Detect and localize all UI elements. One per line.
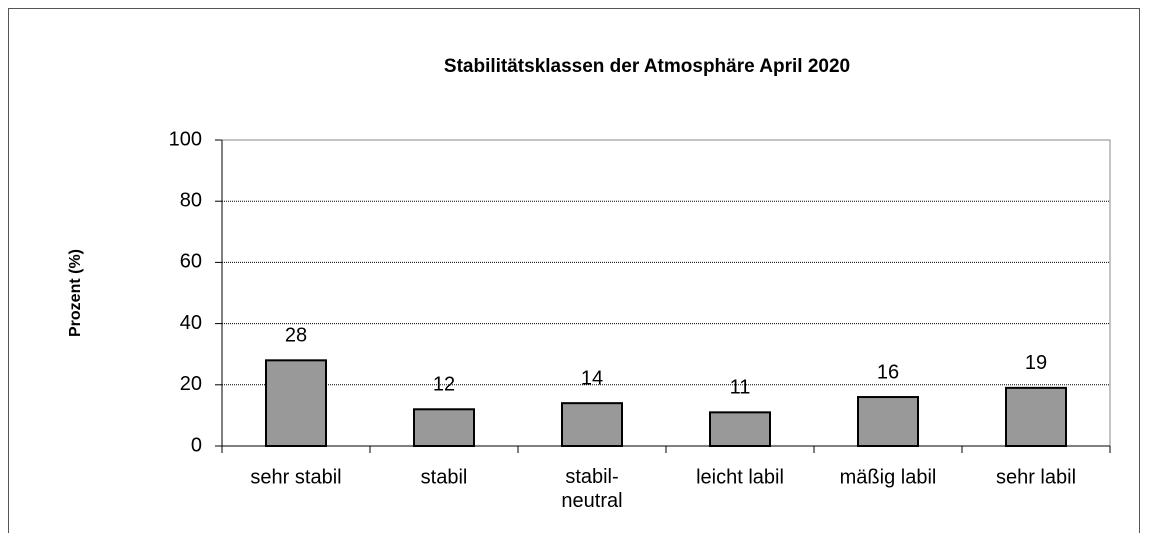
y-tick-label: 20: [180, 373, 202, 395]
x-tick-label: stabil: [421, 466, 468, 488]
bar: [857, 396, 919, 448]
chart-border: [8, 8, 1140, 533]
data-label: 14: [581, 367, 603, 389]
y-tick-label: 80: [180, 189, 202, 211]
y-axis-label: Prozent (%): [67, 249, 84, 337]
x-tick-label: sehr stabil: [250, 466, 341, 488]
chart-title: Stabilitätsklassen der Atmosphäre April …: [444, 56, 850, 77]
x-tick-label: leicht labil: [696, 466, 784, 488]
y-tick-label: 40: [180, 312, 202, 334]
bar: [1005, 386, 1067, 447]
x-tick-label: mäßig labil: [840, 466, 937, 488]
x-tick-label: stabil-neutral: [561, 466, 622, 512]
data-label: 28: [285, 325, 307, 347]
data-label: 11: [730, 377, 751, 399]
x-tick-label: sehr labil: [996, 466, 1076, 488]
data-label: 12: [433, 374, 455, 396]
y-tick-label: 60: [180, 251, 202, 273]
bar: [709, 411, 771, 447]
data-label: 19: [1025, 352, 1047, 374]
y-tick-label: 100: [169, 128, 202, 150]
data-label: 16: [877, 361, 899, 383]
y-tick-label: 0: [191, 434, 202, 456]
bar: [561, 402, 623, 448]
bar: [413, 408, 475, 447]
bar: [265, 359, 327, 448]
